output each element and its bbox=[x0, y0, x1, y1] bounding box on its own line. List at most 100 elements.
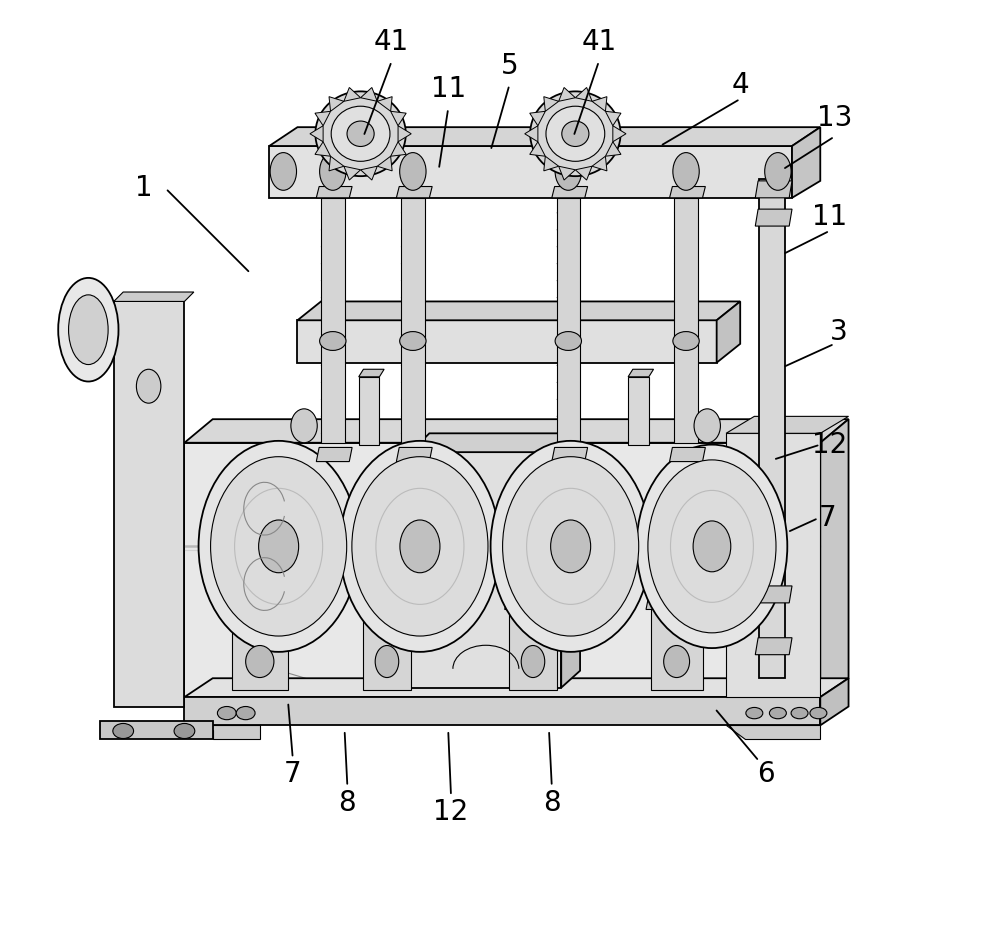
Polygon shape bbox=[316, 447, 352, 462]
Polygon shape bbox=[628, 377, 649, 445]
Polygon shape bbox=[717, 301, 740, 363]
Ellipse shape bbox=[693, 521, 731, 572]
Ellipse shape bbox=[521, 645, 545, 677]
Polygon shape bbox=[552, 447, 588, 462]
Polygon shape bbox=[674, 198, 698, 443]
Polygon shape bbox=[316, 187, 352, 198]
Ellipse shape bbox=[637, 445, 787, 648]
Polygon shape bbox=[820, 678, 849, 725]
Polygon shape bbox=[310, 125, 323, 142]
Ellipse shape bbox=[291, 409, 317, 443]
Polygon shape bbox=[592, 156, 607, 171]
Ellipse shape bbox=[375, 645, 399, 677]
Polygon shape bbox=[269, 127, 820, 146]
Ellipse shape bbox=[259, 520, 299, 573]
Polygon shape bbox=[670, 187, 705, 198]
Polygon shape bbox=[396, 187, 432, 198]
Polygon shape bbox=[297, 301, 740, 320]
Polygon shape bbox=[646, 595, 712, 609]
Polygon shape bbox=[605, 142, 621, 156]
Text: 8: 8 bbox=[339, 788, 356, 817]
Polygon shape bbox=[359, 595, 420, 609]
Ellipse shape bbox=[347, 122, 374, 146]
Ellipse shape bbox=[400, 332, 426, 350]
Text: 12: 12 bbox=[812, 430, 847, 459]
Polygon shape bbox=[411, 433, 580, 452]
Ellipse shape bbox=[673, 153, 699, 190]
Polygon shape bbox=[184, 725, 260, 739]
Text: 8: 8 bbox=[543, 788, 561, 817]
Text: 7: 7 bbox=[284, 760, 302, 788]
Polygon shape bbox=[613, 125, 626, 142]
Polygon shape bbox=[505, 595, 566, 609]
Text: 11: 11 bbox=[812, 203, 847, 231]
Ellipse shape bbox=[320, 153, 346, 190]
Polygon shape bbox=[530, 111, 545, 125]
Ellipse shape bbox=[769, 707, 786, 719]
Ellipse shape bbox=[673, 332, 699, 350]
Polygon shape bbox=[377, 97, 392, 111]
Ellipse shape bbox=[546, 106, 605, 161]
Text: 11: 11 bbox=[431, 75, 466, 104]
Ellipse shape bbox=[246, 645, 274, 677]
Polygon shape bbox=[525, 125, 538, 142]
Polygon shape bbox=[628, 369, 654, 377]
Ellipse shape bbox=[340, 441, 500, 652]
Polygon shape bbox=[557, 198, 580, 443]
Ellipse shape bbox=[331, 106, 390, 161]
Ellipse shape bbox=[810, 707, 827, 719]
Polygon shape bbox=[651, 609, 703, 690]
Polygon shape bbox=[755, 638, 792, 655]
Polygon shape bbox=[391, 111, 406, 125]
Polygon shape bbox=[114, 292, 194, 301]
Polygon shape bbox=[315, 142, 331, 156]
Polygon shape bbox=[726, 416, 849, 433]
Polygon shape bbox=[297, 320, 717, 363]
Ellipse shape bbox=[320, 332, 346, 350]
Polygon shape bbox=[544, 97, 559, 111]
Ellipse shape bbox=[352, 457, 488, 636]
Polygon shape bbox=[592, 97, 607, 111]
Text: 6: 6 bbox=[757, 760, 774, 788]
Ellipse shape bbox=[555, 332, 581, 350]
Ellipse shape bbox=[648, 460, 776, 633]
Ellipse shape bbox=[136, 369, 161, 403]
Polygon shape bbox=[269, 146, 792, 198]
Text: 41: 41 bbox=[374, 28, 409, 57]
Polygon shape bbox=[552, 187, 588, 198]
Polygon shape bbox=[377, 156, 392, 171]
Polygon shape bbox=[344, 88, 361, 102]
Text: 1: 1 bbox=[135, 174, 153, 203]
Polygon shape bbox=[184, 443, 820, 697]
Ellipse shape bbox=[551, 520, 591, 573]
Ellipse shape bbox=[555, 153, 581, 190]
Polygon shape bbox=[530, 142, 545, 156]
Text: 13: 13 bbox=[817, 104, 852, 132]
Text: 12: 12 bbox=[433, 798, 469, 826]
Ellipse shape bbox=[530, 91, 621, 176]
Polygon shape bbox=[184, 419, 849, 443]
Ellipse shape bbox=[315, 91, 406, 176]
Polygon shape bbox=[391, 142, 406, 156]
Ellipse shape bbox=[765, 153, 791, 190]
Ellipse shape bbox=[400, 153, 426, 190]
Polygon shape bbox=[559, 88, 575, 102]
Polygon shape bbox=[344, 166, 361, 180]
Ellipse shape bbox=[400, 520, 440, 573]
Polygon shape bbox=[184, 697, 820, 725]
Polygon shape bbox=[100, 721, 213, 739]
Polygon shape bbox=[575, 166, 592, 180]
Ellipse shape bbox=[694, 409, 720, 443]
Polygon shape bbox=[605, 111, 621, 125]
Polygon shape bbox=[411, 452, 561, 688]
Polygon shape bbox=[359, 377, 379, 445]
Ellipse shape bbox=[491, 441, 651, 652]
Polygon shape bbox=[759, 179, 785, 678]
Polygon shape bbox=[398, 125, 411, 142]
Polygon shape bbox=[184, 678, 849, 697]
Polygon shape bbox=[227, 595, 297, 609]
Polygon shape bbox=[755, 586, 792, 603]
Polygon shape bbox=[363, 609, 411, 690]
Polygon shape bbox=[670, 447, 705, 462]
Polygon shape bbox=[315, 111, 331, 125]
